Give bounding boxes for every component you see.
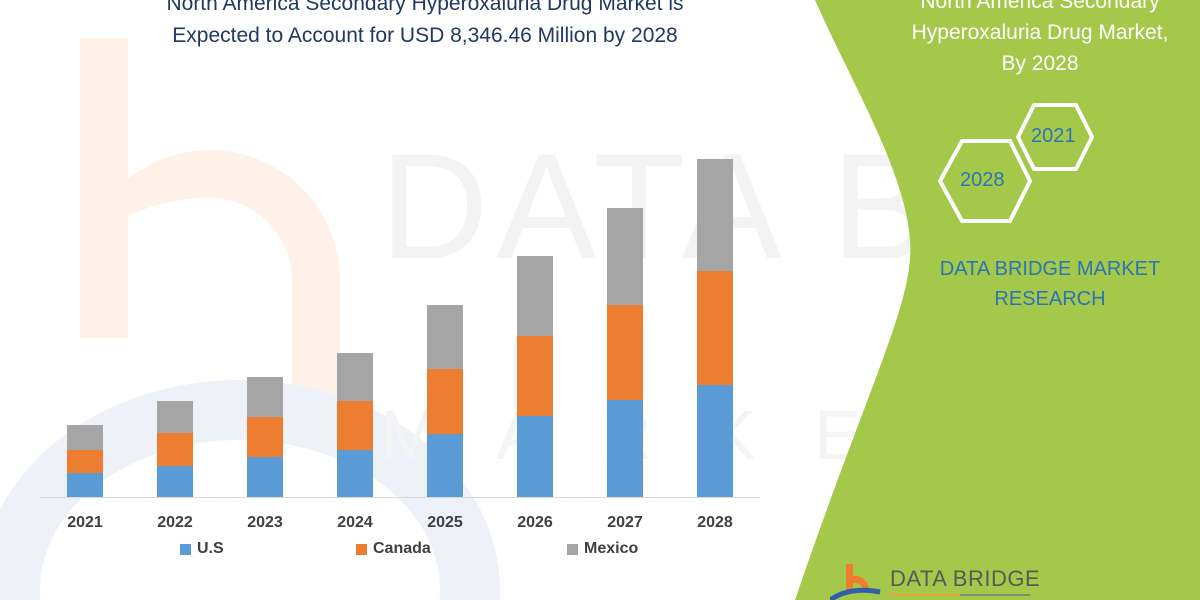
panel-title-line-1: North America Secondary (920, 0, 1160, 13)
bar-2028 (697, 159, 733, 497)
bar-segment-mexico-2026 (517, 256, 553, 337)
bar-segment-mexico-2027 (607, 208, 643, 305)
legend-swatch-icon (180, 543, 191, 555)
bar-segment-mexico-2025 (427, 305, 463, 369)
chart-title-line-2: Expected to Account for USD 8,346.46 Mil… (172, 24, 678, 47)
bar-segment-canada-2027 (607, 305, 643, 400)
x-tick-label: 2028 (697, 514, 733, 531)
x-tick-label: 2027 (607, 514, 643, 531)
stacked-bar-chart: 2021 2022 2023 2024 2025 2026 2027 2028 (40, 159, 760, 531)
legend-swatch-icon (356, 543, 367, 555)
legend-item-us: U.S (180, 540, 224, 558)
x-tick-label: 2023 (247, 514, 283, 531)
bar-2021 (67, 425, 103, 497)
legend-label: Mexico (584, 540, 639, 557)
bar-segment-us-2024 (337, 450, 373, 497)
bar-segment-us-2022 (157, 466, 193, 497)
brand-line-1: DATA BRIDGE MARKET (939, 258, 1161, 280)
bar-2023 (247, 376, 283, 497)
company-logo: DATA BRIDGE (830, 560, 1050, 600)
chart-title: North America Secondary Hyperoxaluria Dr… (80, 0, 770, 52)
hexagon-2028-icon (938, 139, 1032, 223)
x-tick-label: 2025 (427, 514, 463, 531)
bar-2025 (427, 305, 463, 497)
bar-2022 (157, 401, 193, 497)
bar-segment-us-2021 (67, 472, 103, 497)
bar-segment-us-2027 (607, 400, 643, 497)
x-tick-label: 2022 (157, 514, 193, 531)
legend-label: Canada (373, 540, 431, 557)
bar-segment-mexico-2024 (337, 353, 373, 402)
chart-legend: U.S Canada Mexico (0, 540, 800, 562)
logo-mark-icon (830, 564, 881, 600)
bar-segment-mexico-2028 (697, 159, 733, 272)
bar-segment-canada-2023 (247, 416, 283, 457)
bar-segment-canada-2025 (427, 369, 463, 434)
bar-2027 (607, 208, 643, 497)
bar-segment-canada-2021 (67, 449, 103, 473)
panel-title-line-3: By 2028 (1001, 52, 1079, 75)
hex-year-2021: 2021 (1031, 125, 1076, 147)
legend-item-canada: Canada (356, 540, 431, 558)
hexagon-2021-icon (1016, 103, 1094, 171)
bar-segment-canada-2022 (157, 433, 193, 467)
chart-title-line-1: North America Secondary Hyperoxaluria Dr… (166, 0, 684, 15)
bar-segment-us-2023 (247, 456, 283, 497)
brand-text: DATA BRIDGE MARKET RESEARCH (900, 254, 1200, 314)
bar-segment-us-2026 (517, 416, 553, 497)
bar-segment-us-2025 (427, 433, 463, 497)
legend-item-mexico: Mexico (567, 540, 638, 558)
brand-line-2: RESEARCH (994, 288, 1106, 310)
bar-segment-canada-2026 (517, 336, 553, 416)
logo-underline (890, 594, 1030, 596)
hex-year-2028: 2028 (960, 169, 1005, 191)
bar-segment-mexico-2022 (157, 401, 193, 434)
legend-swatch-icon (567, 543, 578, 555)
bar-segment-canada-2024 (337, 401, 373, 451)
x-axis-line (40, 497, 760, 498)
x-tick-label: 2024 (337, 514, 373, 531)
logo-text: DATA BRIDGE (890, 566, 1041, 591)
panel-title-line-2: Hyperoxaluria Drug Market, (911, 21, 1169, 44)
bar-segment-canada-2028 (697, 271, 733, 386)
panel-title: North America Secondary Hyperoxaluria Dr… (880, 0, 1200, 79)
bar-2026 (517, 256, 553, 497)
x-tick-label: 2021 (67, 514, 103, 531)
legend-label: U.S (197, 540, 224, 557)
x-tick-label: 2026 (517, 514, 553, 531)
bar-segment-us-2028 (697, 385, 733, 497)
bar-segment-mexico-2021 (67, 425, 103, 450)
bar-segment-mexico-2023 (247, 376, 283, 417)
bar-2024 (337, 353, 373, 497)
